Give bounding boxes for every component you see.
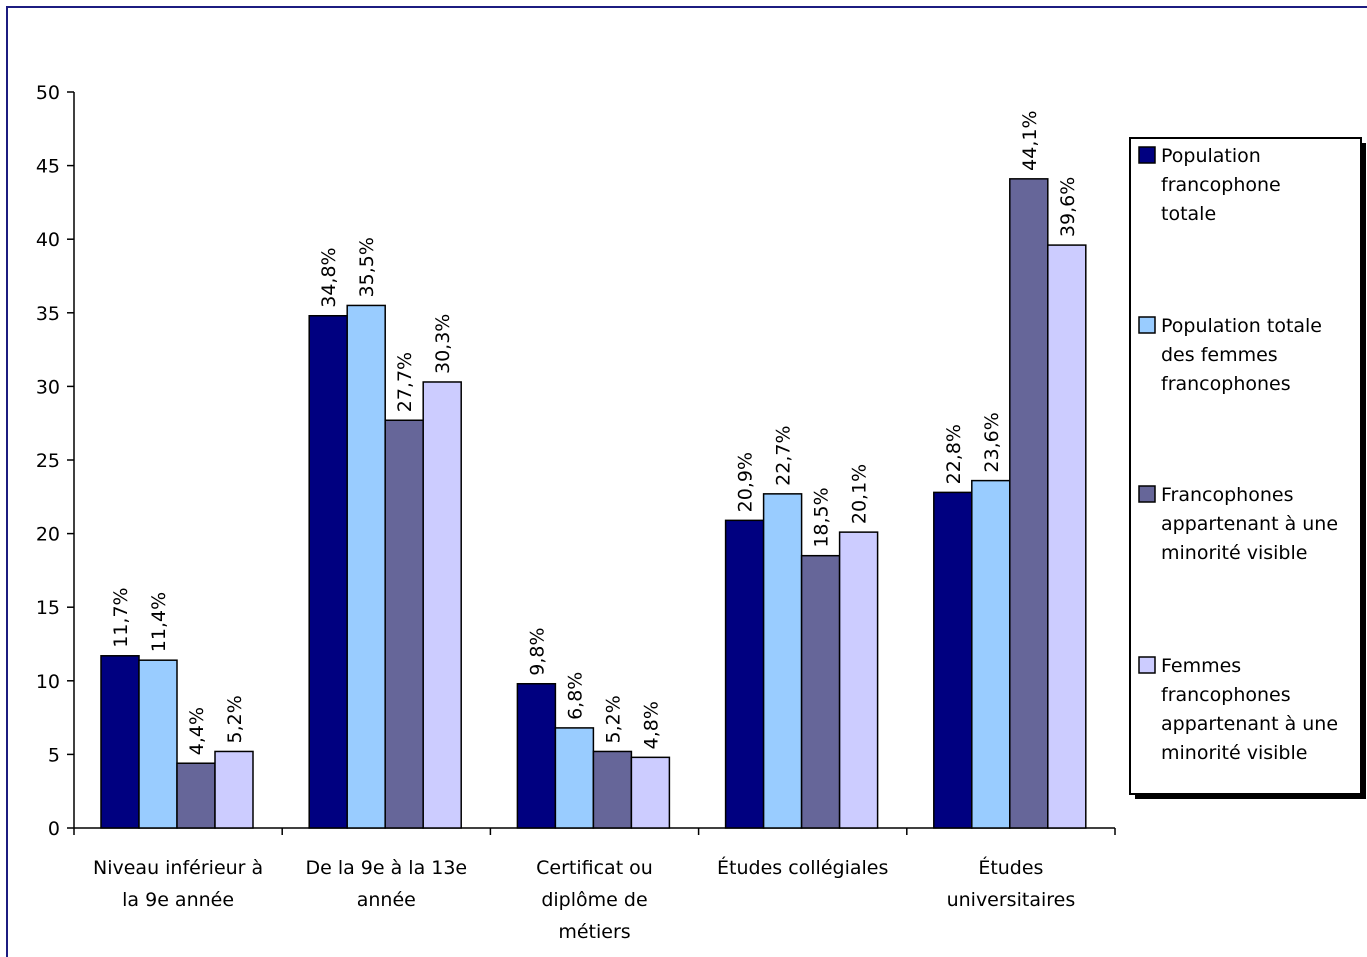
data-label: 9,8% [526, 627, 548, 675]
legend-swatch [1138, 316, 1156, 334]
bar [724, 519, 765, 829]
bar [176, 762, 216, 829]
data-label: 22,7% [773, 425, 795, 485]
data-label: 34,8% [318, 247, 340, 307]
data-label: 44,1% [1019, 110, 1041, 170]
x-category-label: Niveau inférieur à la 9e année [93, 857, 263, 911]
legend-swatch [1138, 146, 1156, 164]
data-labels: 11,7% 34,8% 9,8% 20,9% 22,8% 11,4% 35,5% 6,8% 22… [110, 110, 1079, 755]
bar [308, 314, 348, 829]
y-tick-label: 0 [48, 818, 60, 840]
legend-label: Francophones appartenant à une minorité vi… [1161, 484, 1338, 564]
data-label: 11,4% [148, 592, 170, 652]
y-tick-label: 30 [36, 376, 60, 398]
data-label: 20,9% [735, 452, 757, 512]
data-label: 30,3% [432, 314, 454, 374]
x-category-label: Études universitaires [947, 856, 1076, 911]
x-axis: Niveau inférieur à la 9e année De la 9e à … [73, 827, 1116, 943]
data-label: 11,7% [110, 587, 132, 647]
bar [838, 531, 879, 829]
data-label: 27,7% [394, 352, 416, 412]
legend-label: Population francophone totale [1161, 145, 1281, 225]
x-category-label: De la 9e à la 13e année [305, 857, 467, 911]
data-label: 4,4% [186, 707, 208, 755]
bar [1009, 178, 1049, 829]
bar [933, 491, 973, 829]
data-label: 18,5% [811, 487, 833, 547]
bar [384, 419, 424, 829]
data-label: 5,2% [224, 695, 246, 743]
y-tick-label: 15 [36, 597, 60, 619]
y-tick-label: 40 [36, 229, 60, 251]
bar [630, 756, 671, 829]
y-tick-label: 45 [36, 156, 60, 178]
y-tick-label: 25 [36, 450, 60, 472]
bar [100, 655, 140, 829]
x-category-label: Études collégiales [717, 856, 888, 879]
data-label: 5,2% [602, 695, 624, 743]
y-tick-label: 20 [36, 524, 60, 546]
legend-label: Femmes francophones appartenant à une minor… [1161, 655, 1338, 764]
x-category-label: Certificat ou diplôme de métiers [536, 857, 653, 943]
data-label: 22,8% [943, 424, 965, 484]
legend-swatch [1138, 656, 1156, 674]
data-label: 35,5% [356, 237, 378, 297]
bar [800, 554, 841, 829]
y-tick-label: 50 [36, 82, 60, 104]
bar [214, 750, 254, 829]
legend: Population francophone totale Population to… [1129, 137, 1366, 799]
data-label: 23,6% [981, 412, 1003, 472]
bar [516, 682, 557, 829]
y-tick-label: 5 [48, 744, 60, 766]
data-label: 39,6% [1057, 177, 1079, 237]
y-tick-label: 10 [36, 671, 60, 693]
bar [1047, 244, 1087, 829]
bar [346, 304, 386, 829]
bars [100, 178, 1087, 829]
bar [138, 659, 178, 829]
bar [422, 381, 462, 829]
bar [971, 479, 1011, 829]
y-tick-label: 35 [36, 303, 60, 325]
bar [592, 750, 633, 829]
legend-label: Population totale des femmes francophones [1161, 315, 1322, 395]
data-label: 20,1% [849, 464, 871, 524]
legend-swatch [1138, 485, 1156, 503]
data-label: 4,8% [640, 701, 662, 749]
y-axis: 0 5 10 15 20 25 30 35 40 45 50 [36, 82, 75, 840]
legend-box [1129, 137, 1362, 795]
bar [554, 727, 595, 829]
bar [762, 493, 803, 829]
data-label: 6,8% [564, 672, 586, 720]
